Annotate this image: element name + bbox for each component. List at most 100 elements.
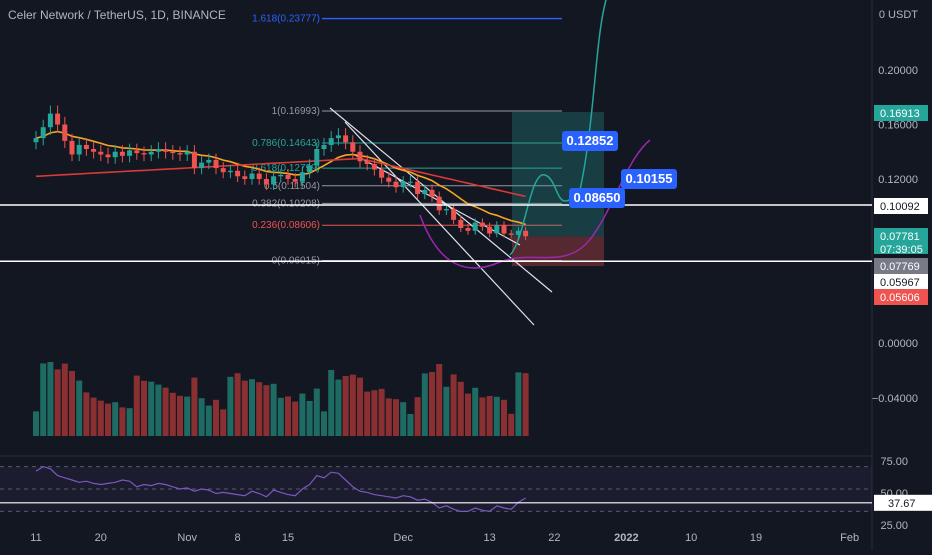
candle-body [443,208,449,211]
fib-level-label: 1(0.16993) [272,106,320,117]
candle-body [299,172,305,182]
oscillator-tick: −0.04000 [872,393,918,405]
volume-bar [198,398,205,436]
price-label-box [874,198,928,214]
volume-bar [270,383,277,436]
candle-body [98,151,104,155]
volume-bar [97,400,104,436]
candle-body [508,233,514,235]
volume-bar [277,397,284,436]
candle-body [285,174,291,179]
candle-body [472,222,478,231]
volume-bar [162,387,169,436]
candle-body [191,151,197,169]
volume-bar [213,399,219,436]
volume-bar [479,397,486,436]
candle-body [458,219,464,229]
volume-bar [486,396,493,436]
candle-body [357,151,363,162]
volume-bar [285,396,291,436]
candle-body [105,154,111,158]
candle-body [40,127,46,139]
price-label-text: 0.05967 [880,277,920,289]
volume-bar [76,380,83,436]
price-label-text: 0.07769 [880,261,920,273]
candle-body [213,159,219,169]
price-label-box [874,228,928,241]
volume-bar [191,377,198,436]
horizontal-lines[interactable] [0,204,872,262]
candle-body [170,151,176,154]
candle-body [199,162,205,169]
volume-bar [234,373,241,436]
candle-body [429,189,435,197]
volume-bar [357,377,363,436]
position-profit-zone [512,112,604,237]
candle-body [515,230,521,235]
target-callout-box [621,169,677,189]
volume-bar [457,381,464,436]
volume-bar [465,393,471,436]
volume-bar [321,411,327,436]
candle-body [242,176,248,179]
time-tick: 22 [548,532,560,544]
volume-bar [385,398,392,436]
time-tick: Nov [177,532,197,544]
volume-bar [508,413,515,436]
volume-bar [133,375,140,436]
candle-body [47,113,53,128]
candle-body [321,144,327,150]
price-label-box [874,105,928,121]
volume-bar [522,373,529,436]
candle-body [177,153,183,155]
time-tick: 13 [483,532,495,544]
time-axis[interactable]: 11 20 Nov 8 15 Dec 13 22 2022 10 19 Feb [30,532,859,544]
volume-bar [306,401,313,436]
volume-bars [33,362,529,436]
candle-body [278,174,284,177]
price-tick: 0.12000 [878,174,918,186]
volume-bar [169,392,176,436]
channel-line [344,121,535,326]
candle-body [371,164,377,170]
volume-bar [177,395,183,436]
candle-body [335,135,341,139]
candle-body [451,208,457,220]
target-callout-text: 0.12852 [567,133,614,148]
volume-bar [263,385,270,436]
price-label-text: 0.16913 [880,108,920,120]
rsi-value-box [874,494,932,511]
time-tick: 19 [750,532,762,544]
volume-bar [299,393,306,436]
candle-body [184,151,190,155]
candle-body [379,169,385,178]
candle-body [487,226,493,234]
candle-body [436,196,442,211]
fib-level-label: 0.5(0.11504) [264,181,320,192]
volume-bar [407,414,414,436]
ema-slow-line [35,157,526,198]
chart-title: Celer Network / TetherUS, 1D, BINANCE [8,8,226,22]
candle-body [465,228,471,231]
volume-bar [313,388,320,436]
candle-body [407,181,413,183]
candle-body [148,151,154,155]
time-tick: 20 [95,532,107,544]
volume-bar [83,392,90,436]
price-label-box [874,241,928,254]
candle-body [263,179,269,185]
rsi-tick: 75.00 [880,456,908,468]
candle-body [33,138,39,143]
price-axis[interactable]: 0 USDT 0.20000 0.16000 0.12000 0.00000 −0.040… [872,9,932,532]
volume-bar [414,397,421,436]
candle-body [292,179,298,182]
volume-bar [335,379,342,436]
volume-bar [371,390,378,436]
target-callouts[interactable]: 0.12852 0.10155 0.08650 [562,131,677,208]
volume-bar [450,374,457,436]
candle-body [343,135,349,143]
volume-bar [501,399,507,436]
candle-body [112,151,118,158]
